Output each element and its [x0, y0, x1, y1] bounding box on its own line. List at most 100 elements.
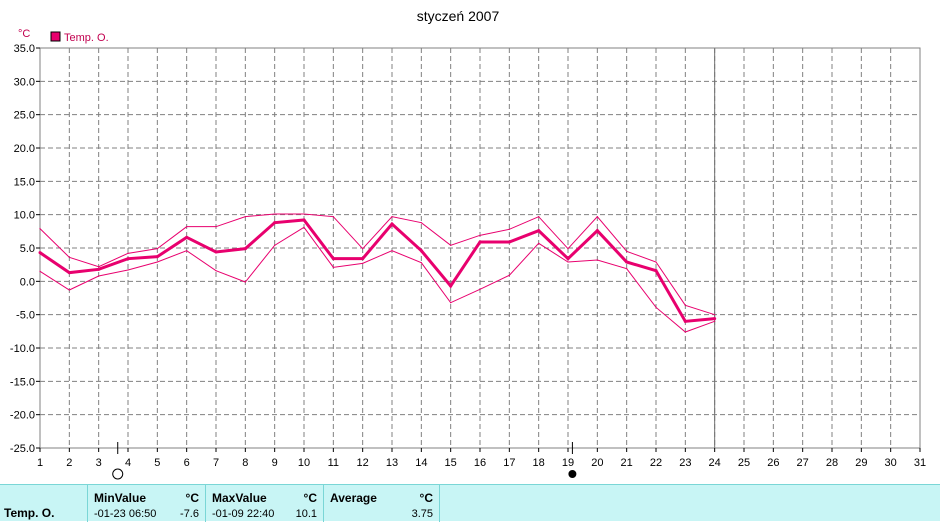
min-value-unit: °C	[185, 491, 199, 505]
data-point-min	[684, 331, 686, 333]
stats-series-cell: Temp. O.	[0, 485, 88, 522]
data-point-max	[332, 216, 334, 218]
average-value: 3.75	[411, 508, 433, 520]
max-value-unit: °C	[303, 491, 317, 505]
x-tick-label: 3	[96, 457, 102, 469]
data-point-average	[126, 257, 130, 261]
data-point-average	[390, 222, 394, 226]
x-tick-label: 4	[125, 457, 131, 469]
x-tick-label: 17	[503, 457, 515, 469]
series	[38, 213, 717, 333]
x-tick-label: 31	[914, 457, 926, 469]
x-tick-label: 11	[328, 457, 339, 469]
x-tick-label: 24	[709, 457, 721, 469]
y-tick-label: 15.0	[14, 176, 35, 188]
legend-swatch	[50, 31, 61, 42]
data-point-average	[654, 269, 658, 273]
x-tick-label: 9	[272, 457, 278, 469]
y-tick-label: -15.0	[10, 376, 35, 388]
average-cell: Average °C 3.75	[324, 485, 440, 522]
y-tick-label: -25.0	[10, 443, 35, 455]
x-tick-label: 21	[621, 457, 633, 469]
x-tick-label: 26	[767, 457, 779, 469]
x-tick-label: 29	[855, 457, 867, 469]
data-point-max	[186, 226, 188, 228]
data-point-average	[507, 240, 511, 244]
data-point-max	[450, 244, 452, 246]
data-point-average	[566, 257, 570, 261]
full-moon-icon	[112, 468, 124, 480]
x-tick-label: 13	[386, 457, 398, 469]
data-point-max	[567, 248, 569, 250]
x-tick-label: 28	[826, 457, 838, 469]
series-line-min	[39, 226, 715, 333]
data-point-average	[273, 221, 277, 225]
y-tick-label: 35.0	[14, 43, 35, 55]
data-point-min	[68, 289, 70, 291]
average-header: Average	[330, 491, 377, 505]
grid	[40, 48, 920, 448]
min-value-value: -7.6	[180, 508, 199, 520]
data-point-max	[596, 216, 598, 218]
data-point-max	[626, 250, 628, 252]
y-tick-label: 30.0	[14, 76, 35, 88]
x-tick-label: 6	[184, 457, 190, 469]
x-tick-label: 22	[650, 457, 662, 469]
data-point-min	[186, 250, 188, 252]
data-point-max	[39, 228, 41, 230]
data-point-average	[302, 218, 306, 222]
y-axis: 35.0 30.0 25.0 20.0 15.0 10.0 5.0 0.0 -5.0 -10.0 -…	[10, 43, 40, 455]
data-point-max	[127, 252, 129, 254]
y-tick-label: 0.0	[20, 276, 35, 288]
data-point-average	[67, 271, 71, 275]
x-tick-label: 1	[37, 457, 43, 469]
data-point-average	[361, 257, 365, 261]
legend: Temp. O.	[50, 31, 109, 44]
statistics-panel: Temp. O. MinValue °C -01-23 06:50 -7.6 M…	[0, 484, 940, 522]
data-point-max	[508, 228, 510, 230]
legend-label: Temp. O.	[64, 32, 109, 44]
x-tick-label: 15	[445, 457, 457, 469]
data-point-max	[215, 226, 217, 228]
stats-series-name: Temp. O.	[4, 506, 55, 520]
x-axis: 1 2 3 4 5 6 7 8 9 10 11 12 13 14 15 16 17 18 19 20 21 22 23 24 2…	[37, 448, 926, 469]
data-point-min	[596, 259, 598, 261]
data-point-average	[185, 235, 189, 239]
data-point-min	[303, 226, 305, 228]
min-value-header: MinValue	[94, 491, 147, 505]
data-point-min	[450, 302, 452, 304]
moon-phases	[112, 442, 577, 480]
x-tick-label: 5	[154, 457, 160, 469]
max-value-cell: MaxValue °C -01-09 22:40 10.1	[206, 485, 324, 522]
data-point-average	[713, 317, 717, 321]
y-tick-label: 10.0	[14, 210, 35, 222]
x-tick-label: 19	[562, 457, 574, 469]
data-point-max	[420, 222, 422, 224]
data-point-average	[449, 284, 453, 288]
y-tick-label: -20.0	[10, 410, 35, 422]
y-axis-unit-label: °C	[18, 28, 30, 40]
data-point-average	[625, 260, 629, 264]
x-tick-label: 8	[242, 457, 248, 469]
x-tick-label: 16	[474, 457, 486, 469]
x-tick-label: 10	[298, 457, 310, 469]
data-point-min	[215, 270, 217, 272]
y-tick-label: 20.0	[14, 143, 35, 155]
max-value-header: MaxValue	[212, 491, 267, 505]
x-tick-label: 7	[213, 457, 219, 469]
data-point-average	[97, 267, 101, 271]
x-tick-label: 2	[66, 457, 72, 469]
max-value-date: -01-09 22:40	[212, 508, 275, 520]
data-point-min	[714, 320, 716, 322]
y-tick-label: -5.0	[16, 310, 35, 322]
data-point-min	[274, 244, 276, 246]
data-point-min	[479, 288, 481, 290]
data-point-min	[244, 281, 246, 283]
x-tick-label: 20	[591, 457, 603, 469]
data-point-min	[567, 261, 569, 263]
data-point-max	[714, 314, 716, 316]
data-point-min	[626, 268, 628, 270]
x-tick-label: 12	[357, 457, 369, 469]
data-point-max	[303, 213, 305, 215]
data-point-average	[478, 240, 482, 244]
